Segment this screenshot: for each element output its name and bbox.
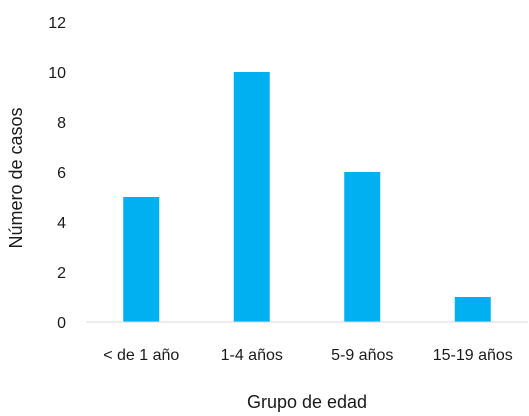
x-tick-label: 15-19 años — [433, 347, 513, 364]
x-tick-label: < de 1 año — [103, 347, 179, 364]
bar — [233, 72, 270, 322]
y-tick-label: 2 — [57, 265, 66, 282]
y-tick-label: 6 — [57, 165, 66, 182]
x-tick-labels: < de 1 año 1-4 años 5-9 años 15-19 años — [103, 347, 513, 364]
y-tick-label: 12 — [48, 15, 66, 32]
x-tick-label: 1-4 años — [221, 347, 283, 364]
bar — [123, 197, 160, 322]
y-tick-label: 4 — [57, 215, 66, 232]
y-tick-label: 0 — [57, 315, 66, 332]
y-tick-label: 10 — [48, 65, 66, 82]
y-axis-title: Número de casos — [6, 107, 26, 248]
x-axis-title: Grupo de edad — [247, 392, 367, 412]
bar — [454, 297, 491, 322]
y-tick-label: 8 — [57, 115, 66, 132]
bars-group — [123, 72, 491, 322]
bar — [344, 172, 381, 322]
y-tick-labels: 0 2 4 6 8 10 12 — [48, 15, 66, 332]
x-tick-label: 5-9 años — [331, 347, 393, 364]
